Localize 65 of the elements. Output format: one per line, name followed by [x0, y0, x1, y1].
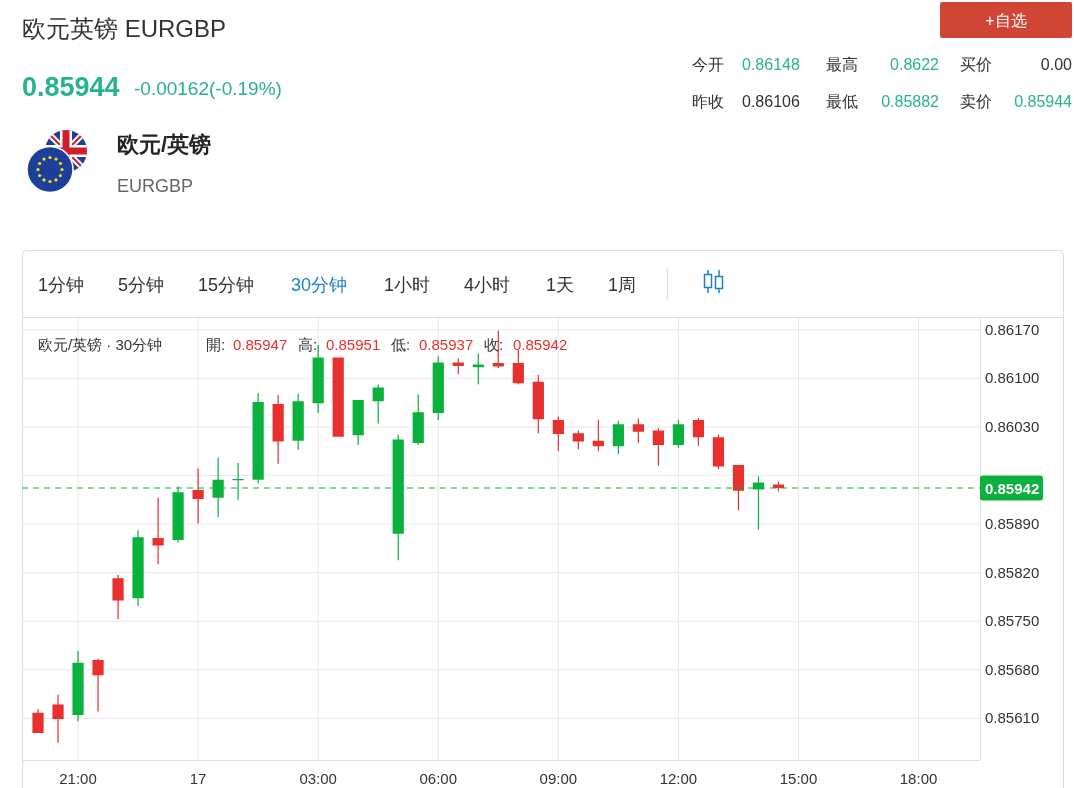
x-tick-label: 03:00: [299, 770, 337, 787]
text: 0.86106: [742, 93, 800, 110]
candlestick: [452, 358, 464, 375]
candlestick: [412, 394, 424, 445]
candlestick: [132, 530, 144, 606]
text: 1分钟: [38, 275, 85, 295]
text: 15分钟: [198, 275, 255, 295]
candlestick: [92, 658, 104, 712]
text: 4小时: [464, 275, 511, 295]
text: 1小时: [384, 275, 431, 295]
y-tick-label: 0.85610: [985, 709, 1040, 727]
text: 0.85944: [1014, 93, 1073, 110]
annotation: 0.85942: [513, 336, 568, 353]
y-tick-label: 0.86170: [985, 320, 1040, 338]
text: 欧元/英镑: [117, 132, 212, 157]
text: EURGBP: [117, 176, 194, 196]
annotation: 0.85937: [419, 336, 474, 353]
text: 0.86148: [742, 56, 800, 73]
text: 0.85944: [22, 72, 120, 102]
annotation: 收:: [484, 336, 504, 353]
candlestick: [152, 497, 164, 565]
annotation: 低:: [391, 336, 411, 353]
y-tick-label: 0.86100: [985, 369, 1040, 387]
y-tick-label: 0.85750: [985, 612, 1040, 630]
text: 0.8622: [890, 56, 940, 73]
candlestick: [472, 353, 484, 385]
text: 1周: [608, 275, 637, 295]
y-tick-label: 0.85820: [985, 563, 1040, 581]
ref-line-label: 0.85942: [985, 479, 1040, 497]
x-tick-label: 17: [189, 770, 207, 787]
text: +自选: [985, 12, 1027, 29]
y-tick-label: 0.85680: [985, 660, 1040, 678]
text: 5分钟: [118, 275, 165, 295]
y-tick-label: 0.85890: [985, 515, 1040, 533]
y-tick-label: 0.86030: [985, 417, 1040, 435]
x-tick-label: 15:00: [779, 770, 818, 787]
x-tick-label: 12:00: [659, 770, 698, 787]
annotation: 0.85947: [233, 336, 288, 353]
annotation: 欧元/英镑 · 30分钟: [38, 336, 163, 353]
candlestick: [652, 428, 664, 466]
candlestick: [112, 574, 124, 620]
text: 1天: [546, 275, 575, 295]
text: 买价: [960, 56, 992, 73]
annotation: 0.85951: [326, 336, 381, 353]
x-tick-label: 21:00: [59, 770, 97, 787]
text: 最低: [826, 93, 858, 110]
annotation: 開:: [206, 336, 226, 353]
x-tick-label: 09:00: [539, 770, 578, 787]
text: 0.85882: [881, 93, 940, 110]
text: 卖价: [960, 93, 992, 110]
candlestick: [572, 430, 584, 450]
text: 昨收: [692, 93, 724, 110]
candlestick: [632, 418, 644, 443]
x-tick-label: 06:00: [419, 770, 458, 787]
candlestick: [72, 651, 84, 722]
text: 30分钟: [291, 275, 348, 295]
x-tick-label: 18:00: [899, 770, 938, 787]
candlestick: [32, 708, 44, 733]
text: 0.00: [1040, 56, 1073, 73]
annotation: 高:: [298, 336, 318, 353]
candlestick: [52, 694, 64, 743]
text: 今开: [692, 56, 724, 73]
text: -0.00162(-0.19%): [134, 78, 282, 99]
chart-title: 欧元英镑 EURGBP: [22, 15, 227, 42]
text: 最高: [826, 56, 858, 73]
